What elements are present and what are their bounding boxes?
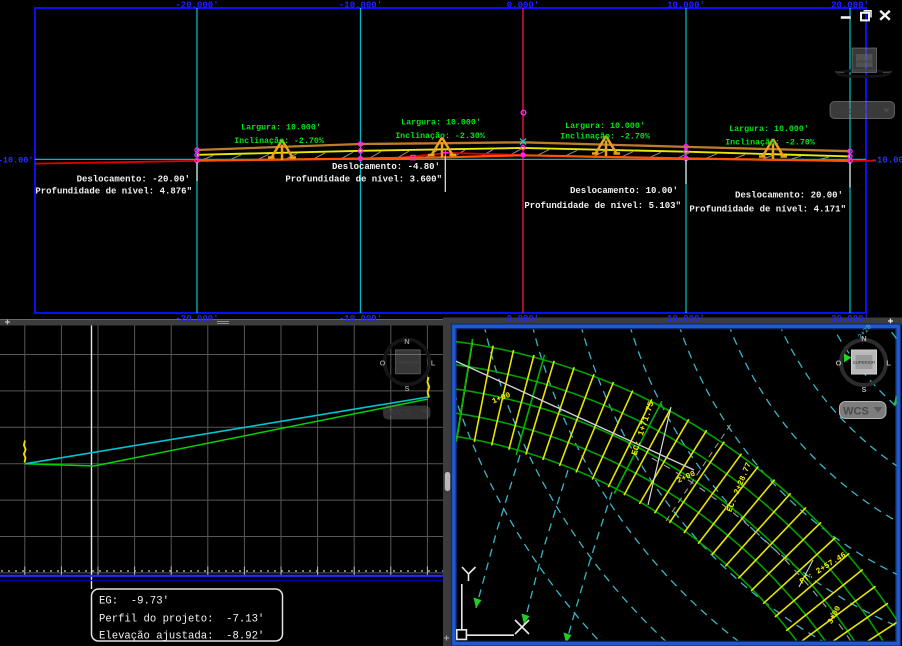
- svg-text:Largura: 10.000': Largura: 10.000': [729, 124, 809, 134]
- svg-text:Elevação ajustada: -8.92': Elevação ajustada: -8.92': [99, 631, 264, 643]
- svg-text:N: N: [861, 334, 866, 343]
- svg-text:Profundidade de nível: 3.600": Profundidade de nível: 3.600": [285, 175, 442, 185]
- svg-text:Profundidade de nível: 4.171": Profundidade de nível: 4.171": [689, 205, 846, 215]
- svg-text:Deslocamento: -20.00': Deslocamento: -20.00': [77, 175, 190, 185]
- svg-text:SUPERIOR: SUPERIOR: [397, 360, 419, 365]
- svg-text:S: S: [861, 385, 866, 394]
- svg-text:S: S: [404, 384, 409, 393]
- svg-text:0.000': 0.000': [507, 314, 539, 324]
- svg-text:L: L: [431, 359, 436, 368]
- svg-text:Inclinação: -2.70%: Inclinação: -2.70%: [234, 136, 324, 146]
- svg-text:O: O: [380, 359, 386, 368]
- svg-text:-10.00': -10.00': [0, 156, 34, 166]
- svg-text:O: O: [836, 359, 842, 368]
- svg-text:EG: -9.73': EG: -9.73': [99, 596, 169, 608]
- svg-text:L: L: [886, 359, 891, 368]
- svg-text:N: N: [404, 337, 409, 346]
- svg-text:Largura: 10.000': Largura: 10.000': [565, 121, 645, 131]
- svg-text:Profundidade de nível: 4.876": Profundidade de nível: 4.876": [35, 187, 192, 197]
- svg-text:Não no...: Não no...: [836, 106, 875, 117]
- svg-text:Inclinação: -2.70%: Inclinação: -2.70%: [560, 132, 650, 142]
- svg-text:WCS: WCS: [389, 408, 411, 419]
- svg-text:Profundidade de nível: 5.103": Profundidade de nível: 5.103": [524, 201, 681, 211]
- svg-text:20.000': 20.000': [831, 314, 869, 324]
- svg-text:Deslocamento: 20.00': Deslocamento: 20.00': [735, 191, 843, 201]
- svg-text:Deslocamento: -4.80': Deslocamento: -4.80': [332, 162, 440, 172]
- svg-text:Largura: 10.000': Largura: 10.000': [401, 118, 481, 128]
- svg-text:Perfil do projeto: -7.13': Perfil do projeto: -7.13': [99, 614, 264, 626]
- svg-text:Inclinação: -2.70%: Inclinação: -2.70%: [725, 138, 815, 148]
- svg-text:10.000': 10.000': [667, 1, 705, 11]
- svg-text:-20.000': -20.000': [175, 314, 218, 324]
- svg-text:0.000': 0.000': [507, 1, 539, 11]
- svg-text:SUPERIOR: SUPERIOR: [852, 59, 877, 64]
- svg-text:-10.00': -10.00': [872, 156, 902, 166]
- svg-text:Deslocamento: 10.00': Deslocamento: 10.00': [570, 186, 678, 196]
- svg-text:20.000': 20.000': [831, 1, 869, 11]
- svg-text:-20.000': -20.000': [175, 1, 218, 11]
- svg-text:-10.000': -10.000': [339, 1, 382, 11]
- svg-text:WCS: WCS: [843, 406, 869, 418]
- svg-text:SUPERIOR: SUPERIOR: [853, 360, 875, 365]
- svg-text:10.000': 10.000': [667, 314, 705, 324]
- svg-text:-10.000': -10.000': [339, 314, 382, 324]
- svg-text:Largura: 10.000': Largura: 10.000': [241, 123, 321, 133]
- svg-text:Inclinação: -2.30%: Inclinação: -2.30%: [395, 131, 485, 141]
